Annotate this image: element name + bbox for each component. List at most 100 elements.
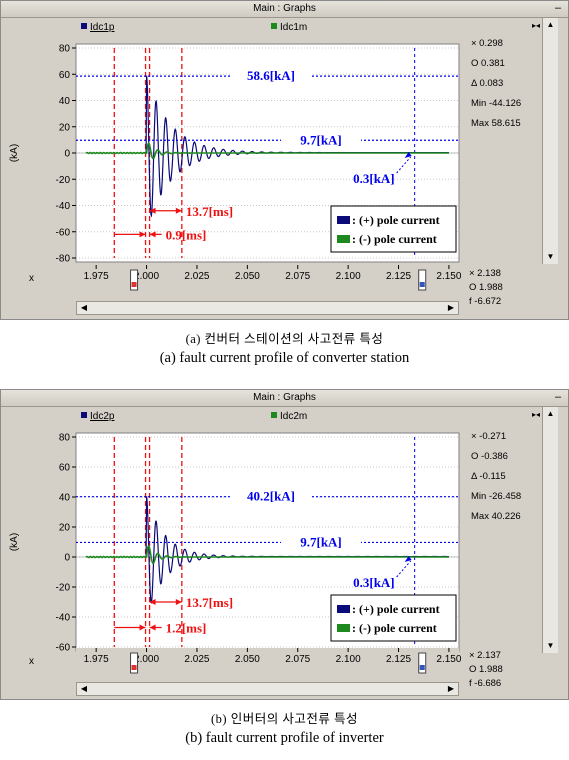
series-swatch <box>81 412 87 418</box>
x-axis-ruler[interactable]: 1.975 2.000 2.025 2.050 2.075 2.100 2.125 2.150 <box>1 265 465 299</box>
reference-label: 9.7[kA] <box>300 534 342 549</box>
y-tick-label: 40 <box>59 96 71 107</box>
window-title: Main : Graphs <box>1 390 568 407</box>
x-tick-label: 2.100 <box>336 271 361 282</box>
steady-arrow <box>396 156 412 174</box>
window-title: Main : Graphs <box>1 1 568 18</box>
duration-label: 1.2[ms] <box>166 621 207 636</box>
series-label: Idc1p <box>90 22 115 33</box>
y-axis-label: (kA) <box>9 533 20 551</box>
series-swatch <box>81 23 87 29</box>
duration-label: 0.9[ms] <box>166 227 207 242</box>
chart-b: Idc2p Idc2m 80 60 40 20 0 -20 -40 -60 (kA) 40.2[kA]… <box>1 407 465 653</box>
scroll-up-icon[interactable]: ▲ <box>546 409 555 418</box>
reference-label-bg <box>231 67 311 84</box>
horizontal-scrollbar[interactable]: ◀ ▶ <box>76 301 459 315</box>
x-tick-label: 2.025 <box>184 654 209 665</box>
y-tick-label: 0 <box>64 149 70 160</box>
arrowhead <box>139 624 146 631</box>
reference-label-bg <box>231 487 311 504</box>
legend-box <box>330 594 457 642</box>
duration-label: 13.7[ms] <box>186 595 233 610</box>
bottom-readout-o: O 1.988 <box>469 282 503 293</box>
bottom-readout-x: × 2.138 <box>469 268 501 279</box>
readout-delta: Δ -0.115 <box>471 471 506 482</box>
arrowhead <box>175 207 182 214</box>
minimize-button[interactable]: – <box>554 391 562 403</box>
legend-swatch <box>337 624 350 632</box>
cursor-x-icon <box>419 665 425 670</box>
y-tick-label: -60 <box>56 643 71 654</box>
arrowhead <box>149 624 156 631</box>
legend-swatch <box>337 235 350 243</box>
readout-o: O -0.386 <box>471 451 508 462</box>
readout-x: × -0.271 <box>471 431 507 442</box>
arrowhead <box>175 599 182 605</box>
pin-arrows-icon[interactable]: ▸◂ <box>532 410 541 419</box>
x-axis-ruler[interactable]: 1.975 2.000 2.025 2.050 2.075 2.100 2.125 2.150 <box>1 648 465 682</box>
y-axis-label: (kA) <box>9 144 20 162</box>
cursor-o-handle <box>130 269 139 291</box>
bottom-readout-f: f -6.686 <box>469 678 502 689</box>
legend-swatch <box>337 605 350 613</box>
y-tick-label: -40 <box>56 201 71 212</box>
readout-delta: Δ 0.083 <box>471 78 504 89</box>
series-label: Idc1m <box>280 22 307 33</box>
series-line-Idc1m <box>85 142 449 160</box>
readout-o: O 0.381 <box>471 58 505 69</box>
bottom-readout-x: × 2.137 <box>469 650 501 661</box>
x-axis-label: x <box>29 273 34 284</box>
arrowhead <box>139 231 146 238</box>
readout-x: × 0.298 <box>471 38 503 49</box>
x-tick-label: 2.150 <box>436 271 461 282</box>
scroll-left-icon[interactable]: ◀ <box>80 303 88 312</box>
readout-min: Min -44.126 <box>471 98 522 109</box>
reference-label-bg <box>281 533 361 550</box>
x-tick-label: 2.075 <box>285 654 310 665</box>
scroll-right-icon[interactable]: ▶ <box>447 684 455 693</box>
x-tick-label: 2.025 <box>184 271 209 282</box>
x-tick-label: 2.125 <box>386 271 411 282</box>
scroll-right-icon[interactable]: ▶ <box>447 303 455 312</box>
caption-korean: (b) 인버터의 사고전류 특성 <box>211 712 358 726</box>
y-tick-label: 60 <box>59 463 71 474</box>
graph-window-b: Main : Graphs – Idc2p Idc2m 80 60 40 20 0 -20 -4… <box>0 389 569 700</box>
x-tick-label: 2.050 <box>235 271 260 282</box>
x-tick-label: 2.150 <box>436 654 461 665</box>
cursor-o-icon <box>131 282 137 287</box>
series-label: Idc2p <box>90 411 115 422</box>
scroll-down-icon[interactable]: ▼ <box>546 252 555 261</box>
series-line-Idc2m <box>85 544 449 565</box>
y-tick-label: 40 <box>59 493 71 504</box>
arrowhead <box>149 207 156 214</box>
series-swatch <box>271 23 277 29</box>
x-tick-label: 2.100 <box>336 654 361 665</box>
pin-arrows-icon[interactable]: ▸◂ <box>532 21 541 30</box>
y-tick-label: 0 <box>64 553 70 564</box>
scroll-down-icon[interactable]: ▼ <box>546 641 555 650</box>
vertical-scrollbar[interactable]: ▲ ▼ <box>542 18 558 264</box>
horizontal-scrollbar[interactable]: ◀ ▶ <box>76 682 459 696</box>
cursor-x-handle <box>418 269 427 291</box>
arrowhead <box>149 599 156 605</box>
readout-max: Max 58.615 <box>471 118 521 129</box>
legend-entry: : (-) pole current <box>352 621 437 635</box>
scroll-left-icon[interactable]: ◀ <box>80 684 88 693</box>
y-tick-label: 60 <box>59 70 71 81</box>
legend-box <box>330 205 457 253</box>
scroll-up-icon[interactable]: ▲ <box>546 20 555 29</box>
x-tick-label: 2.050 <box>235 654 260 665</box>
ruler-bg <box>76 648 459 668</box>
steady-arrowhead <box>404 556 412 562</box>
y-tick-label: -80 <box>56 254 71 265</box>
graph-window-a: Main : Graphs – Idc1p Idc1m 80 60 40 20 0 -20 -4… <box>0 0 569 320</box>
caption-english: (a) fault current profile of converter s… <box>159 350 410 366</box>
readout-max: Max 40.226 <box>471 511 521 522</box>
duration-label: 13.7[ms] <box>186 204 233 219</box>
x-tick-label: 2.075 <box>285 271 310 282</box>
x-tick-label: 1.975 <box>84 654 109 665</box>
minimize-button[interactable]: – <box>554 2 562 14</box>
vertical-scrollbar[interactable]: ▲ ▼ <box>542 407 558 653</box>
x-tick-label: 2.000 <box>134 654 159 665</box>
y-tick-label: -20 <box>56 175 71 186</box>
